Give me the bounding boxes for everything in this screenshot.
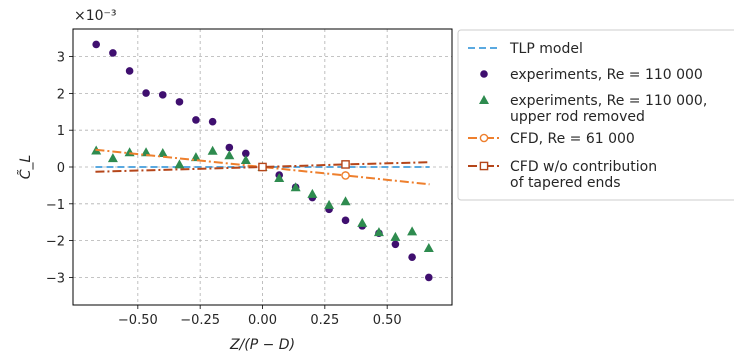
data-point	[141, 147, 152, 157]
x-tick-label: −0.50	[118, 313, 158, 328]
data-point	[390, 231, 401, 241]
data-point	[240, 155, 251, 165]
y-tick-label: −2	[46, 235, 65, 250]
legend-handle-marker	[479, 95, 489, 104]
legend-label: of tapered ends	[510, 175, 621, 191]
y-tick-label: 0	[57, 161, 65, 176]
series-marker	[341, 160, 350, 169]
y-scale-label: ×10⁻³	[74, 8, 117, 24]
x-tick-label: 0.25	[310, 313, 339, 328]
series-4	[95, 160, 430, 173]
y-tick-label: −1	[46, 198, 65, 213]
data-point	[225, 143, 234, 152]
legend-label: CFD, Re = 61 000	[510, 131, 635, 147]
data-point	[391, 240, 400, 249]
legend-item: TLP model	[468, 41, 583, 57]
y-axis-label: C̃_L	[17, 155, 34, 180]
data-point	[175, 98, 184, 106]
data-point	[357, 217, 368, 227]
legend-handle-marker	[479, 133, 489, 143]
y-tick-label: −3	[46, 271, 65, 286]
data-point	[142, 89, 150, 97]
data-point	[423, 242, 434, 252]
legend-handle-marker	[480, 70, 488, 78]
data-point	[425, 273, 433, 282]
data-point	[307, 188, 318, 198]
y-tick-label: 2	[57, 87, 65, 102]
data-point	[207, 145, 218, 155]
data-point	[190, 152, 201, 162]
legend-label: TLP model	[509, 41, 583, 57]
legend-item: experiments, Re = 110 000,upper rod remo…	[479, 93, 707, 125]
data-point	[107, 153, 118, 163]
data-point	[290, 182, 301, 192]
legend-handle-marker	[479, 161, 489, 171]
y-tick-label: 3	[57, 51, 65, 66]
legend-box	[457, 29, 734, 201]
series-line	[95, 148, 430, 186]
data-point	[274, 173, 285, 183]
series-marker	[341, 171, 350, 180]
legend-item: CFD, Re = 61 000	[468, 131, 635, 147]
x-axis-label: Z/(P − D)	[229, 337, 295, 353]
legend-label: experiments, Re = 110 000,	[510, 93, 707, 109]
ticks: −0.50 −0.25 0.00 0.25 0.50 −3 −2 −1 0 1 2 3	[46, 51, 402, 328]
data-point	[241, 149, 250, 158]
data-point	[158, 91, 167, 99]
data-point	[192, 116, 200, 124]
plot-series	[91, 40, 434, 282]
legend: TLP model experiments, Re = 110 000 experi…	[457, 29, 734, 201]
data-point	[208, 117, 217, 126]
legend-item: experiments, Re = 110 000	[480, 67, 703, 83]
x-tick-label: 0.50	[373, 313, 402, 328]
data-point	[373, 227, 384, 237]
data-point	[109, 49, 117, 57]
x-tick-label: 0.00	[248, 313, 277, 328]
data-point	[341, 216, 350, 225]
legend-label: CFD w/o contribution	[510, 159, 657, 175]
data-point	[340, 196, 351, 206]
data-point	[157, 148, 168, 158]
data-point	[408, 253, 416, 261]
data-point	[174, 159, 185, 169]
y-tick-label: 1	[57, 124, 65, 139]
data-point	[224, 150, 235, 160]
legend-label: experiments, Re = 110 000	[510, 67, 703, 83]
data-point	[125, 67, 134, 75]
x-tick-label: −0.25	[180, 313, 220, 328]
data-point	[124, 147, 135, 157]
legend-label: upper rod removed	[510, 109, 645, 125]
data-point	[324, 199, 335, 209]
series-line	[95, 161, 430, 173]
data-point	[92, 40, 100, 49]
data-point	[407, 226, 418, 236]
series-marker	[258, 162, 267, 172]
